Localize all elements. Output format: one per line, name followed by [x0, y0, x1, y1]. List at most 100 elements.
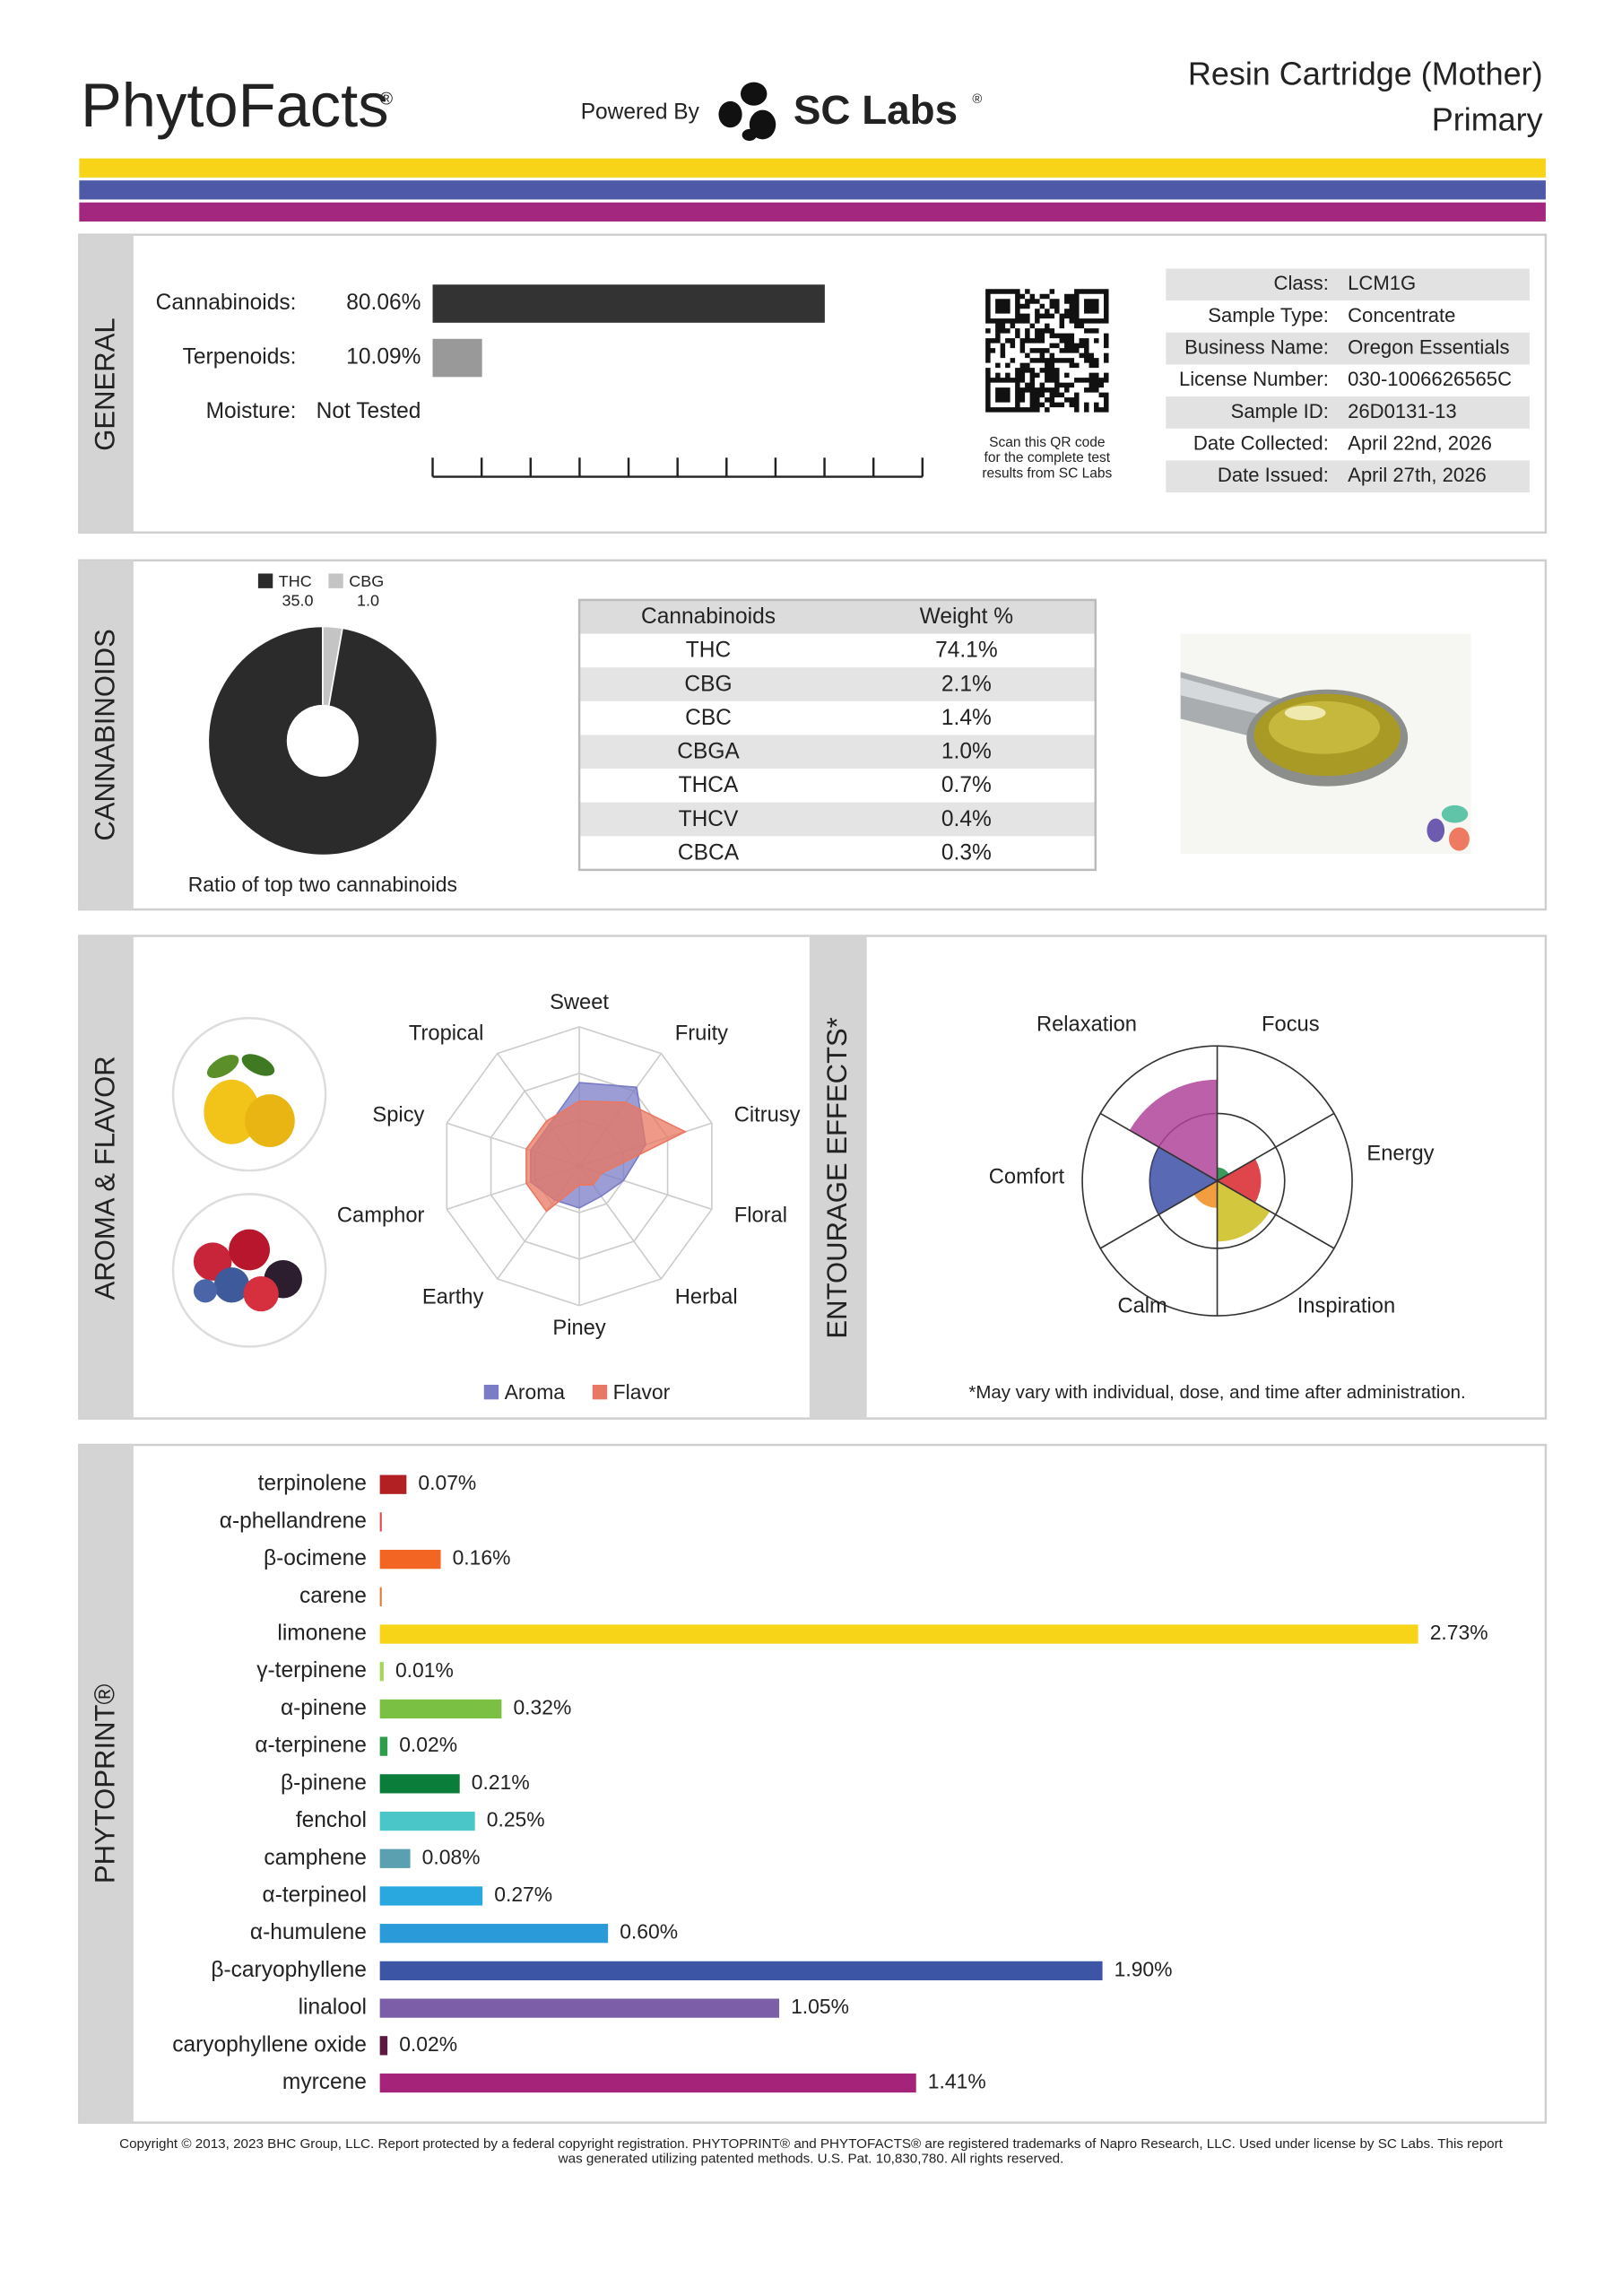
terpene-label: fenchol — [296, 1808, 367, 1832]
bar — [379, 1848, 411, 1868]
rose-label: Focus — [1262, 1013, 1320, 1037]
legend-label: Flavor — [613, 1380, 671, 1404]
value-label: 1.41% — [928, 2070, 986, 2093]
table-cell: 1.0% — [941, 740, 992, 764]
rose-wedge — [1217, 1167, 1229, 1181]
table-row-bg — [579, 667, 1096, 701]
section-tab — [79, 1445, 134, 2123]
info-row-bg — [1166, 396, 1530, 429]
legend-swatch — [257, 573, 273, 588]
bar — [379, 1961, 1103, 1981]
radar-label: Camphor — [337, 1205, 425, 1228]
terpene-label: β-caryophyllene — [211, 1958, 367, 1982]
section-label: ENTOURAGE EFFECTS* — [821, 1017, 853, 1338]
brand: PhytoFacts — [81, 71, 389, 140]
bar — [379, 1774, 460, 1794]
lab-mark: ® — [972, 92, 982, 107]
legend-swatch — [592, 1384, 608, 1400]
section-tab — [79, 560, 134, 910]
value-label: 0.21% — [472, 1770, 530, 1794]
table-row-bg — [579, 735, 1096, 770]
stripe — [79, 202, 1546, 222]
rose-spoke — [1217, 1179, 1335, 1249]
product-photo — [1180, 633, 1471, 854]
table-cell: CBGA — [677, 740, 740, 764]
info-label: Sample ID: — [1231, 400, 1329, 422]
terpene-label: α-terpinene — [255, 1734, 367, 1758]
info-value: Concentrate — [1348, 304, 1455, 326]
section-tab — [79, 234, 134, 533]
value-label: 0.60% — [620, 1920, 678, 1944]
section-label: PHYTOPRINT® — [90, 1683, 121, 1883]
rose-label: Relaxation — [1037, 1013, 1137, 1037]
rose-label: Energy — [1366, 1142, 1434, 1165]
stripe — [79, 180, 1546, 200]
rose-label: Inspiration — [1297, 1295, 1395, 1318]
value-label: 0.25% — [487, 1808, 545, 1831]
table-header-bg — [579, 599, 1096, 634]
bar-label: Terpenoids: — [183, 345, 297, 370]
radar-label: Spicy — [372, 1103, 424, 1126]
rose-spoke — [1217, 1112, 1335, 1182]
legend-label: THC — [279, 572, 312, 590]
bar — [379, 2036, 388, 2056]
value-label: 0.08% — [422, 1845, 481, 1868]
bar — [379, 1886, 483, 1906]
bar — [379, 1474, 407, 1494]
legend-label: Aroma — [505, 1380, 566, 1404]
bar — [379, 1512, 382, 1532]
qr-caption: results from SC Labs — [982, 465, 1112, 481]
info-label: Date Issued: — [1218, 464, 1329, 486]
radar-label: Floral — [734, 1205, 787, 1228]
lab-name: SC Labs — [794, 87, 958, 133]
value-label: 0.27% — [494, 1883, 552, 1906]
info-row-bg — [1166, 460, 1530, 493]
section-tab — [79, 935, 134, 1419]
legend-label: CBG — [349, 572, 384, 590]
rose-spoke — [1099, 1112, 1218, 1182]
rose-wedge — [1217, 1159, 1262, 1204]
value-label: 0.32% — [513, 1695, 571, 1718]
table-cell: 74.1% — [935, 639, 998, 663]
terpene-label: myrcene — [282, 2070, 367, 2094]
legend-value: 35.0 — [282, 591, 314, 609]
terpene-label: limonene — [277, 1622, 367, 1646]
legend-swatch — [483, 1384, 499, 1400]
section-tab — [809, 935, 867, 1419]
bar — [379, 2073, 916, 2093]
terpene-label: carene — [299, 1584, 367, 1608]
bar — [379, 1736, 388, 1756]
legend-swatch — [328, 573, 343, 588]
value-label: 0.16% — [453, 1546, 511, 1570]
info-row-bg — [1166, 268, 1530, 301]
table-cell: THC — [686, 639, 731, 663]
terpene-label: β-ocimene — [264, 1546, 367, 1570]
terpene-label: γ-terpinene — [256, 1658, 367, 1683]
bar — [379, 1662, 384, 1682]
bar-label: Moisture: — [206, 399, 297, 423]
table-border — [577, 598, 1097, 872]
copyright: Copyright © 2013, 2023 BHC Group, LLC. R… — [119, 2136, 1504, 2152]
info-value: Oregon Essentials — [1348, 335, 1509, 358]
info-label: License Number: — [1179, 368, 1329, 390]
rose-label: Comfort — [989, 1166, 1065, 1189]
bar — [379, 1811, 475, 1831]
value-label: 0.07% — [418, 1471, 476, 1494]
radar-label: Piney — [552, 1317, 605, 1340]
terpene-label: terpinolene — [258, 1472, 367, 1496]
footnote: *May vary with individual, dose, and tim… — [968, 1382, 1465, 1403]
section-label: GENERAL — [90, 317, 121, 450]
bar — [379, 1998, 780, 2018]
bar-label: Cannabinoids: — [156, 291, 297, 315]
radar-label: Sweet — [550, 991, 609, 1014]
table-cell: 0.7% — [941, 773, 992, 797]
rose-wedge — [1217, 1180, 1271, 1242]
bar — [379, 1699, 502, 1719]
value-label: 0.02% — [399, 2032, 457, 2056]
table-cell: 1.4% — [941, 706, 992, 730]
info-label: Sample Type: — [1208, 304, 1329, 326]
terpene-label: α-phellandrene — [220, 1509, 367, 1533]
bar — [432, 284, 825, 323]
